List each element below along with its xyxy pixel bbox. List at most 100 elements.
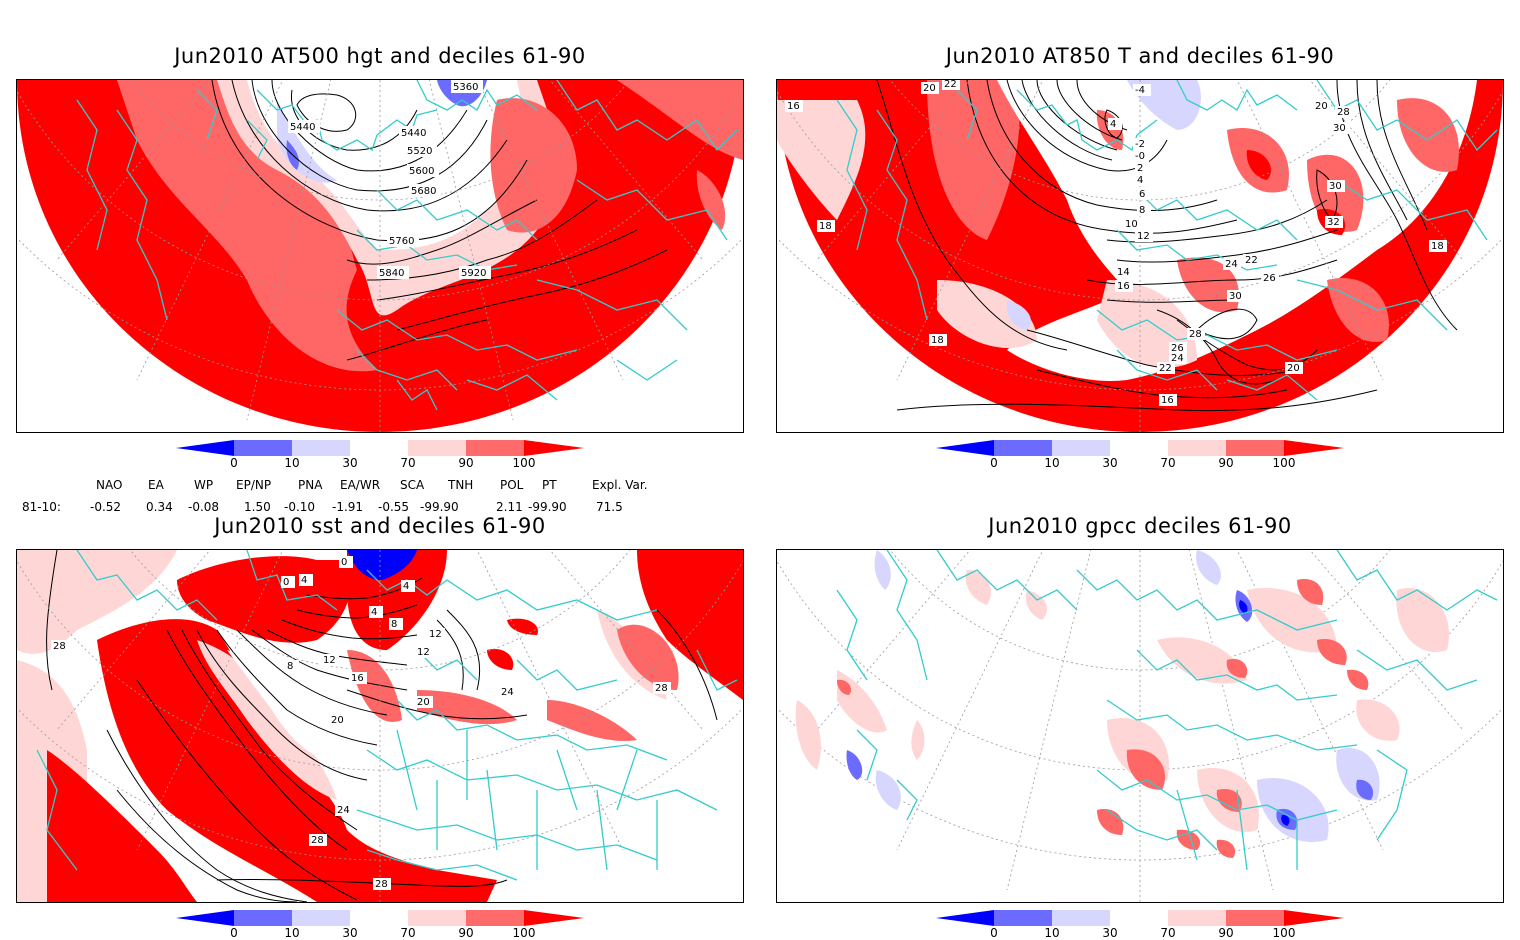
decile-anomaly [117, 80, 377, 372]
colorbar-tick: 30 [342, 926, 358, 940]
contour-label: 4 [403, 581, 409, 592]
colorbar-tick: 10 [284, 926, 300, 940]
contour-label: 28 [53, 641, 66, 652]
contour-label: 24 [1225, 259, 1238, 270]
contour-label: -4 [1135, 85, 1145, 96]
contour-label: 20 [923, 83, 936, 94]
index-value: -0.08 [188, 500, 220, 514]
decile-anomaly [617, 80, 743, 160]
contour-label: 5680 [411, 186, 436, 197]
index-value: -99.90 [528, 500, 567, 514]
decile-anomaly [490, 98, 577, 233]
index-header: EP/NP [236, 478, 272, 492]
contour-label: 30 [1333, 123, 1346, 134]
contour-label: 5520 [407, 146, 432, 157]
contour-label: 16 [1117, 281, 1130, 292]
contour-label: 18 [931, 335, 944, 346]
index-header: TNH [448, 478, 474, 492]
contour-label: 26 [1171, 343, 1184, 354]
contour-label: 12 [323, 655, 336, 666]
contour-label: 8 [1139, 205, 1145, 216]
contour-label: 20 [1315, 101, 1328, 112]
index-header: NAO [96, 478, 123, 492]
contour-label: 28 [311, 835, 324, 846]
contour-label: 8 [391, 619, 397, 630]
contour-label: 28 [1337, 107, 1350, 118]
contour-label: 12 [429, 629, 442, 640]
index-header: SCA [400, 478, 425, 492]
indices-header-row: NAO EA WP EP/NP PNA EA/WR SCA TNH POL PT… [22, 474, 702, 496]
contour-label: 5360 [453, 82, 478, 93]
contour-label: 4 [371, 607, 377, 618]
index-value: 1.50 [244, 500, 271, 514]
colorbar-hgt500: 0 10 30 70 90 100 [176, 440, 596, 470]
contour-label: -0 [1135, 151, 1145, 162]
colorbar-tick: 100 [1272, 456, 1296, 470]
contour-label: 26 [1263, 273, 1276, 284]
contour-label: 18 [819, 221, 832, 232]
index-row-label: 81-10: [22, 500, 61, 514]
index-header: Expl. Var. [592, 478, 648, 492]
teleconnection-indices: NAO EA WP EP/NP PNA EA/WR SCA TNH POL PT… [22, 474, 702, 518]
colorbar-sst: 0 10 30 70 90 100 [176, 910, 596, 940]
contour-label: 14 [1117, 267, 1130, 278]
contour-label: 22 [1159, 363, 1172, 374]
contour-label: 6 [1139, 189, 1145, 200]
contour-label: 4 [1110, 119, 1116, 130]
panel-title-t850: Jun2010 AT850 T and deciles 61-90 [945, 44, 1335, 68]
colorbar-tick: 90 [458, 456, 474, 470]
contour-label: 16 [351, 673, 364, 684]
contour-label: 8 [287, 661, 293, 672]
index-header: PT [542, 478, 557, 492]
colorbar-tick: 0 [990, 456, 998, 470]
contour-label: 20 [417, 697, 430, 708]
colorbar-tick: 0 [230, 926, 238, 940]
contour-label: 18 [1431, 241, 1444, 252]
index-header: EA/WR [340, 478, 381, 492]
index-header: WP [194, 478, 214, 492]
colorbar-tick: 70 [1160, 456, 1176, 470]
contour-label: 28 [1189, 329, 1202, 340]
contour-label: 5840 [379, 268, 404, 279]
contour-label: 30 [1329, 181, 1342, 192]
colorbar-tick: 90 [1218, 926, 1234, 940]
contour-label: 20 [331, 715, 344, 726]
contour-label: 30 [1229, 291, 1242, 302]
decile-anomaly [696, 170, 726, 230]
contour-label: 4 [301, 575, 307, 586]
contour-label: 28 [655, 683, 668, 694]
contour-label: 0 [283, 577, 289, 588]
contour-label: 16 [787, 101, 800, 112]
colorbar-tick: 70 [400, 456, 416, 470]
index-value: 71.5 [596, 500, 623, 514]
colorbar-tick: 30 [342, 456, 358, 470]
colorbar-tick: 30 [1102, 926, 1118, 940]
contour-label: 16 [1161, 395, 1174, 406]
map-gpcc [776, 549, 1504, 903]
contour-label: 5440 [401, 128, 426, 139]
index-header: PNA [298, 478, 323, 492]
index-value: -0.10 [284, 500, 316, 514]
colorbar-gpcc: 0 10 30 70 90 100 [936, 910, 1356, 940]
contour-label: 5920 [461, 268, 486, 279]
colorbar-tick: 10 [284, 456, 300, 470]
colorbar-tick: 30 [1102, 456, 1118, 470]
contour-label: 32 [1327, 217, 1340, 228]
panel-title-gpcc: Jun2010 gpcc deciles 61-90 [988, 514, 1292, 538]
colorbar-tick: 10 [1044, 926, 1060, 940]
contour-label: 20 [1287, 363, 1300, 374]
contour-label: 24 [337, 805, 350, 816]
index-header: EA [148, 478, 164, 492]
contour-label: 12 [1137, 231, 1150, 242]
contour-labels: 5360 5440 5440 5520 5600 5680 5760 5840 … [288, 80, 491, 279]
contour-label: 5760 [389, 236, 414, 247]
colorbar-tick: 0 [230, 456, 238, 470]
contour-label: 28 [375, 879, 388, 890]
contour-label: 12 [417, 647, 430, 658]
colorbar-tick: 10 [1044, 456, 1060, 470]
map-t850: 20 22 16 -4 4 -2 -0 2 4 6 8 10 12 14 16 … [776, 79, 1504, 433]
contour-label: 22 [944, 80, 957, 90]
colorbar-tick: 100 [512, 456, 536, 470]
index-value: 2.11 [496, 500, 523, 514]
index-value: -99.90 [420, 500, 459, 514]
